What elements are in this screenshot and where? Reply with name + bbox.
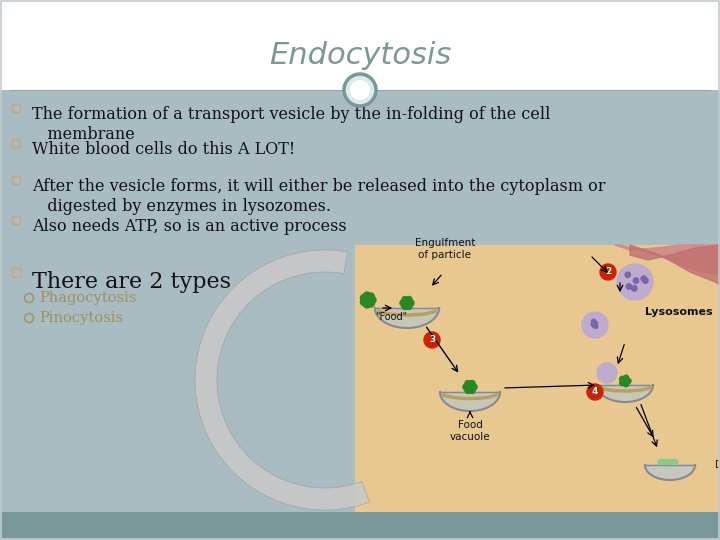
Circle shape	[365, 297, 372, 303]
Circle shape	[406, 303, 412, 309]
Circle shape	[600, 264, 616, 280]
Text: 2: 2	[605, 267, 611, 276]
Circle shape	[670, 460, 675, 464]
Polygon shape	[615, 245, 720, 275]
Bar	[12, 216, 20, 224]
Circle shape	[643, 278, 648, 284]
Bar	[12, 139, 20, 147]
Circle shape	[631, 286, 637, 291]
Text: Endocytosis: Endocytosis	[269, 40, 451, 70]
Bar	[0, 512, 720, 540]
Text: Food
vacuole: Food vacuole	[450, 420, 490, 442]
Circle shape	[620, 376, 625, 382]
Text: Phagocytosis: Phagocytosis	[39, 291, 137, 305]
Circle shape	[469, 387, 475, 394]
Circle shape	[624, 375, 629, 381]
Circle shape	[641, 276, 647, 281]
Circle shape	[658, 460, 663, 464]
Circle shape	[591, 322, 595, 326]
Circle shape	[660, 460, 665, 464]
Circle shape	[467, 384, 473, 390]
Text: Engulfment
of particle: Engulfment of particle	[415, 238, 475, 260]
Circle shape	[367, 300, 374, 307]
Circle shape	[597, 363, 617, 383]
Polygon shape	[440, 392, 500, 411]
Circle shape	[350, 80, 370, 100]
Text: Pinocytosis: Pinocytosis	[39, 311, 123, 325]
Circle shape	[593, 320, 596, 324]
Polygon shape	[195, 250, 369, 510]
Circle shape	[361, 298, 368, 306]
Text: There are 2 types: There are 2 types	[32, 271, 231, 293]
Circle shape	[402, 296, 408, 303]
Circle shape	[369, 296, 376, 303]
Circle shape	[469, 381, 475, 387]
Text: The formation of a transport vesicle by the in-folding of the cell
   membrane: The formation of a transport vesicle by …	[32, 106, 550, 143]
Circle shape	[670, 460, 675, 464]
Circle shape	[367, 293, 374, 300]
Bar	[355, 245, 720, 512]
Text: "Food": "Food"	[375, 312, 407, 322]
Polygon shape	[597, 385, 653, 402]
Circle shape	[364, 292, 371, 299]
Circle shape	[361, 294, 368, 302]
Circle shape	[659, 460, 664, 464]
Circle shape	[424, 332, 440, 348]
Circle shape	[625, 272, 631, 278]
Circle shape	[465, 381, 471, 387]
Circle shape	[666, 460, 671, 464]
Text: Also needs ATP, so is an active process: Also needs ATP, so is an active process	[32, 218, 346, 235]
Polygon shape	[630, 245, 720, 285]
Circle shape	[626, 284, 631, 289]
Circle shape	[465, 387, 471, 394]
Circle shape	[400, 300, 406, 306]
Text: Lysosomes: Lysosomes	[645, 307, 713, 317]
Circle shape	[633, 278, 639, 284]
Circle shape	[672, 460, 678, 464]
Circle shape	[402, 303, 408, 309]
Bar	[0, 0, 720, 90]
Circle shape	[592, 319, 595, 323]
Circle shape	[620, 380, 625, 386]
Text: 3: 3	[429, 335, 435, 345]
Bar	[12, 268, 21, 277]
Circle shape	[364, 301, 371, 308]
Polygon shape	[645, 465, 695, 480]
Bar	[0, 90, 720, 512]
Bar	[12, 176, 20, 184]
Circle shape	[594, 322, 598, 326]
Circle shape	[626, 379, 631, 384]
Circle shape	[665, 460, 670, 464]
Circle shape	[463, 384, 469, 390]
Text: White blood cells do this A LOT!: White blood cells do this A LOT!	[32, 141, 295, 158]
Circle shape	[344, 74, 376, 106]
Polygon shape	[375, 308, 439, 328]
Circle shape	[593, 324, 596, 328]
Text: After the vesicle forms, it will either be released into the cytoplasm or
   dig: After the vesicle forms, it will either …	[32, 178, 606, 214]
Bar	[12, 104, 20, 112]
Text: 4: 4	[592, 388, 598, 396]
Text: Dige: Dige	[715, 460, 720, 470]
Circle shape	[406, 296, 412, 303]
Circle shape	[594, 325, 598, 328]
Circle shape	[624, 381, 629, 387]
Circle shape	[623, 379, 627, 383]
Circle shape	[408, 300, 414, 306]
Circle shape	[617, 264, 653, 300]
Circle shape	[587, 384, 603, 400]
Circle shape	[582, 312, 608, 338]
Circle shape	[404, 300, 410, 306]
Circle shape	[471, 384, 477, 390]
